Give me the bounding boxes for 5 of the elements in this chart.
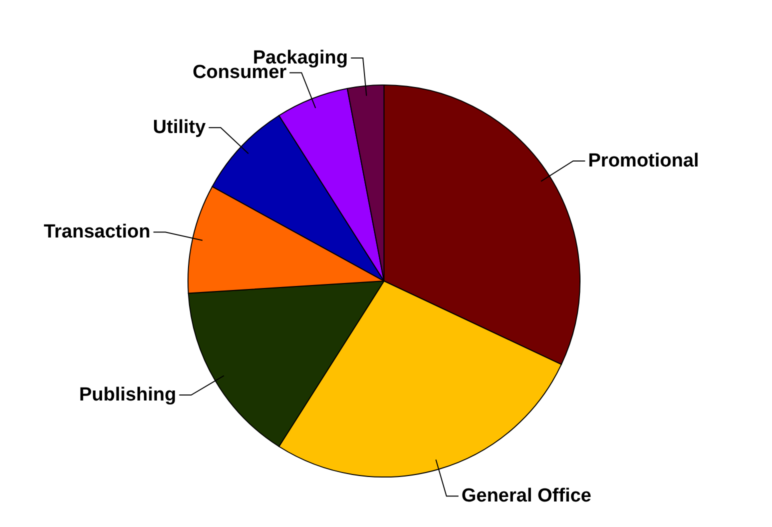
slice-label: Transaction [44,222,150,243]
slice-label: Utility [152,117,206,138]
slice-label: Promotional [588,150,699,172]
slice-label: General Office [461,486,592,507]
slice-label: Publishing [79,384,176,406]
